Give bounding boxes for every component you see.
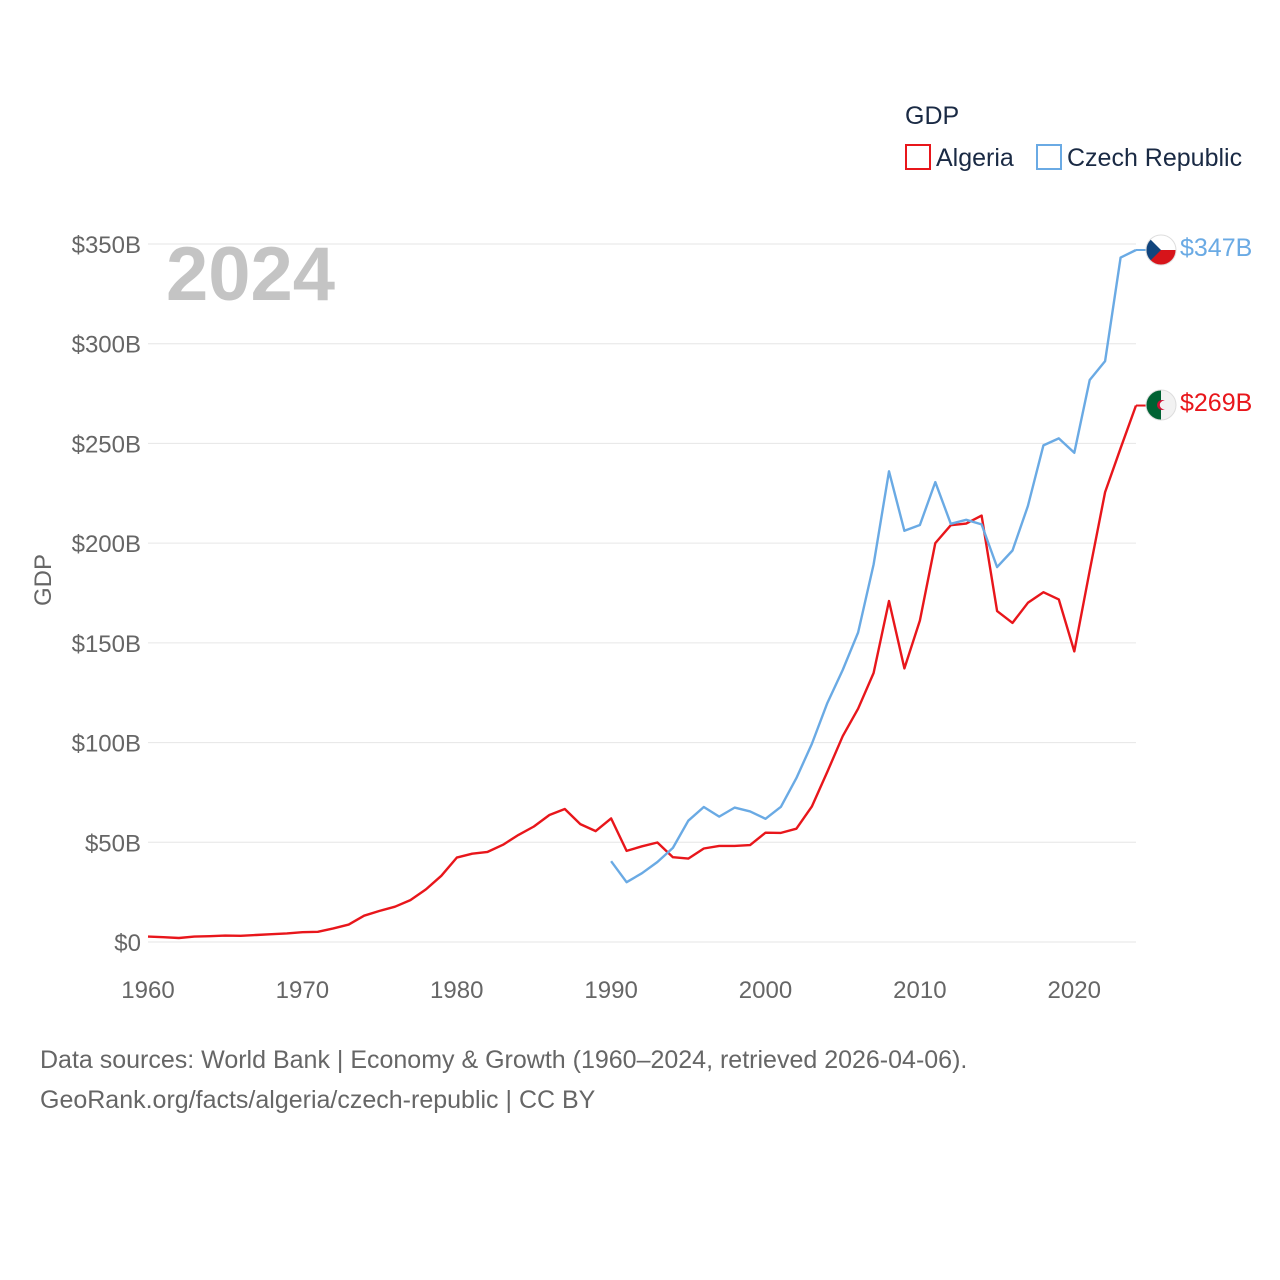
x-tick-label: 2000 — [739, 977, 792, 1004]
y-tick-label: $0 — [114, 930, 141, 957]
end-flags — [1145, 234, 1177, 421]
legend-label-algeria: Algeria — [936, 144, 1014, 172]
y-axis-label: GDP — [30, 554, 57, 606]
footer-sources: Data sources: World Bank | Economy & Gro… — [40, 1040, 967, 1120]
czech-republic-flag-icon — [1145, 234, 1177, 266]
y-tick-label: $250B — [72, 431, 141, 458]
legend-label-czech-republic: Czech Republic — [1067, 144, 1242, 172]
legend-title: GDP — [905, 102, 959, 130]
x-tick-label: 1960 — [121, 977, 174, 1004]
gridlines — [148, 243, 1136, 943]
legend-swatch-algeria — [905, 144, 931, 170]
x-tick-label: 1970 — [276, 977, 329, 1004]
year-watermark: 2024 — [166, 232, 335, 317]
x-tick-label: 1990 — [584, 977, 637, 1004]
x-tick-label: 2010 — [893, 977, 946, 1004]
footer-line-license: GeoRank.org/facts/algeria/czech-republic… — [40, 1086, 596, 1114]
y-tick-label: $150B — [72, 631, 141, 658]
y-tick-label: $200B — [72, 531, 141, 558]
legend-swatch-czech-republic — [1036, 144, 1062, 170]
x-tick-label: 1980 — [430, 977, 483, 1004]
algeria-end-value: $269B — [1180, 389, 1252, 417]
series-lines — [147, 248, 1146, 940]
x-axis-ticks: 1960 1970 1980 1990 2000 2010 2020 — [121, 977, 1101, 1004]
x-tick-label: 2020 — [1048, 977, 1101, 1004]
series-line-czech-republic[interactable] — [610, 248, 1137, 884]
series-line-algeria[interactable] — [147, 405, 1138, 940]
y-tick-label: $350B — [72, 232, 141, 259]
y-tick-label: $100B — [72, 731, 141, 758]
y-tick-label: $300B — [72, 332, 141, 359]
czech-republic-end-value: $347B — [1180, 234, 1252, 262]
footer-line-sources: Data sources: World Bank | Economy & Gro… — [40, 1046, 968, 1074]
legend: GDP Algeria Czech Republic — [905, 102, 1242, 172]
y-axis-ticks: $0 $50B $100B $150B $200B $250B $300B $350B — [72, 232, 141, 957]
y-tick-label: $50B — [85, 830, 141, 857]
algeria-flag-icon — [1145, 389, 1177, 421]
legend-item-czech-republic[interactable]: Czech Republic — [1036, 144, 1242, 172]
legend-item-algeria[interactable]: Algeria — [905, 144, 1014, 172]
